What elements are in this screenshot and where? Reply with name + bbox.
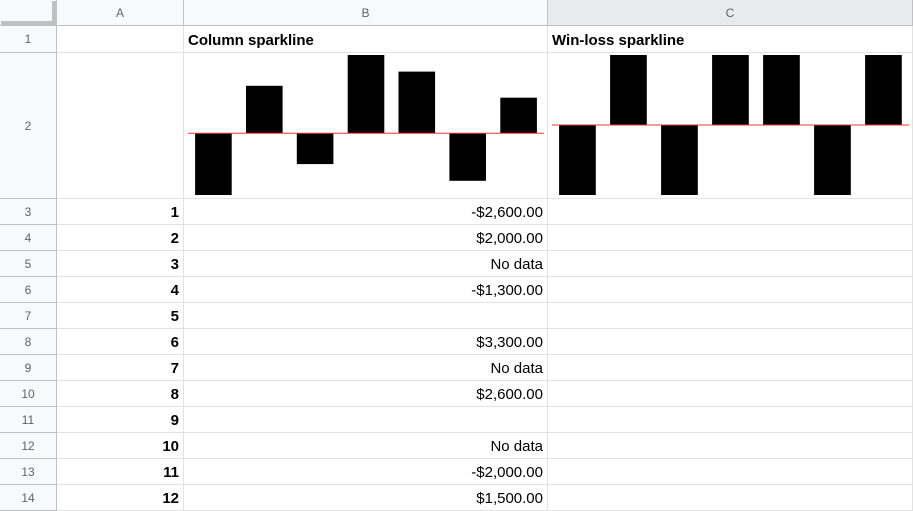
cell-c13[interactable] bbox=[548, 459, 913, 485]
cell-c1[interactable]: Win-loss sparkline bbox=[548, 26, 913, 53]
row-header-7[interactable]: 7 bbox=[0, 303, 57, 329]
cell-b11[interactable] bbox=[184, 407, 548, 433]
row-header-4[interactable]: 4 bbox=[0, 225, 57, 251]
cell-a8[interactable]: 6 bbox=[57, 329, 184, 355]
cell-c4[interactable] bbox=[548, 225, 913, 251]
cell-a5[interactable]: 3 bbox=[57, 251, 184, 277]
cell-b9[interactable]: No data bbox=[184, 355, 548, 381]
win-loss-sparkline-bar-5 bbox=[763, 55, 800, 125]
win-loss-sparkline-bar-7 bbox=[865, 55, 902, 125]
column-sparkline-bar-3 bbox=[296, 133, 334, 165]
row-header-8[interactable]: 8 bbox=[0, 329, 57, 355]
cell-a14[interactable]: 12 bbox=[57, 485, 184, 511]
cell-a7[interactable]: 5 bbox=[57, 303, 184, 329]
win-loss-sparkline-bar-4 bbox=[712, 55, 749, 125]
cell-b5[interactable]: No data bbox=[184, 251, 548, 277]
cell-b7[interactable] bbox=[184, 303, 548, 329]
column-sparkline-bar-6 bbox=[449, 133, 486, 181]
row-header-3[interactable]: 3 bbox=[0, 199, 57, 225]
cell-b13[interactable]: -$2,000.00 bbox=[184, 459, 548, 485]
select-all-corner[interactable] bbox=[0, 0, 57, 26]
cell-b12[interactable]: No data bbox=[184, 433, 548, 459]
cell-c8[interactable] bbox=[548, 329, 913, 355]
cell-b2[interactable] bbox=[184, 53, 548, 199]
cell-a12[interactable]: 10 bbox=[57, 433, 184, 459]
column-sparkline-bar-2 bbox=[246, 85, 283, 134]
cell-a3[interactable]: 1 bbox=[57, 199, 184, 225]
row-header-1[interactable]: 1 bbox=[0, 26, 57, 53]
cell-b6[interactable]: -$1,300.00 bbox=[184, 277, 548, 303]
column-header-b[interactable]: B bbox=[184, 0, 548, 26]
win-loss-sparkline bbox=[552, 55, 909, 195]
column-sparkline-bar-5 bbox=[398, 71, 436, 134]
cell-c11[interactable] bbox=[548, 407, 913, 433]
cell-c10[interactable] bbox=[548, 381, 913, 407]
row-header-6[interactable]: 6 bbox=[0, 277, 57, 303]
cell-a4[interactable]: 2 bbox=[57, 225, 184, 251]
row-header-2[interactable]: 2 bbox=[0, 53, 57, 199]
win-loss-sparkline-bar-2 bbox=[610, 55, 647, 125]
cell-a9[interactable]: 7 bbox=[57, 355, 184, 381]
cell-b1[interactable]: Column sparkline bbox=[184, 26, 548, 53]
cell-a13[interactable]: 11 bbox=[57, 459, 184, 485]
row-header-13[interactable]: 13 bbox=[0, 459, 57, 485]
row-header-5[interactable]: 5 bbox=[0, 251, 57, 277]
column-sparkline-bar-1 bbox=[195, 133, 232, 195]
row-header-11[interactable]: 11 bbox=[0, 407, 57, 433]
row-header-14[interactable]: 14 bbox=[0, 485, 57, 511]
cell-c14[interactable] bbox=[548, 485, 913, 511]
cell-c6[interactable] bbox=[548, 277, 913, 303]
cell-a6[interactable]: 4 bbox=[57, 277, 184, 303]
row-header-12[interactable]: 12 bbox=[0, 433, 57, 459]
cell-a2[interactable] bbox=[57, 53, 184, 199]
cell-b4[interactable]: $2,000.00 bbox=[184, 225, 548, 251]
cell-a11[interactable]: 9 bbox=[57, 407, 184, 433]
row-header-10[interactable]: 10 bbox=[0, 381, 57, 407]
win-loss-sparkline-bar-1 bbox=[559, 125, 596, 195]
cell-c12[interactable] bbox=[548, 433, 913, 459]
win-loss-sparkline-bar-3 bbox=[661, 125, 698, 195]
cell-b8[interactable]: $3,300.00 bbox=[184, 329, 548, 355]
win-loss-sparkline-bar-6 bbox=[814, 125, 851, 195]
column-sparkline-bar-4 bbox=[347, 55, 385, 134]
cell-b3[interactable]: -$2,600.00 bbox=[184, 199, 548, 225]
cell-c3[interactable] bbox=[548, 199, 913, 225]
cell-b10[interactable]: $2,600.00 bbox=[184, 381, 548, 407]
cell-c9[interactable] bbox=[548, 355, 913, 381]
cell-c7[interactable] bbox=[548, 303, 913, 329]
column-header-a[interactable]: A bbox=[57, 0, 184, 26]
cell-b14[interactable]: $1,500.00 bbox=[184, 485, 548, 511]
column-sparkline-bar-7 bbox=[500, 97, 537, 134]
cell-c2[interactable] bbox=[548, 53, 913, 199]
row-header-9[interactable]: 9 bbox=[0, 355, 57, 381]
column-header-c[interactable]: C bbox=[548, 0, 913, 26]
cell-a10[interactable]: 8 bbox=[57, 381, 184, 407]
cell-c5[interactable] bbox=[548, 251, 913, 277]
column-sparkline bbox=[188, 55, 544, 195]
cell-a1[interactable] bbox=[57, 26, 184, 53]
